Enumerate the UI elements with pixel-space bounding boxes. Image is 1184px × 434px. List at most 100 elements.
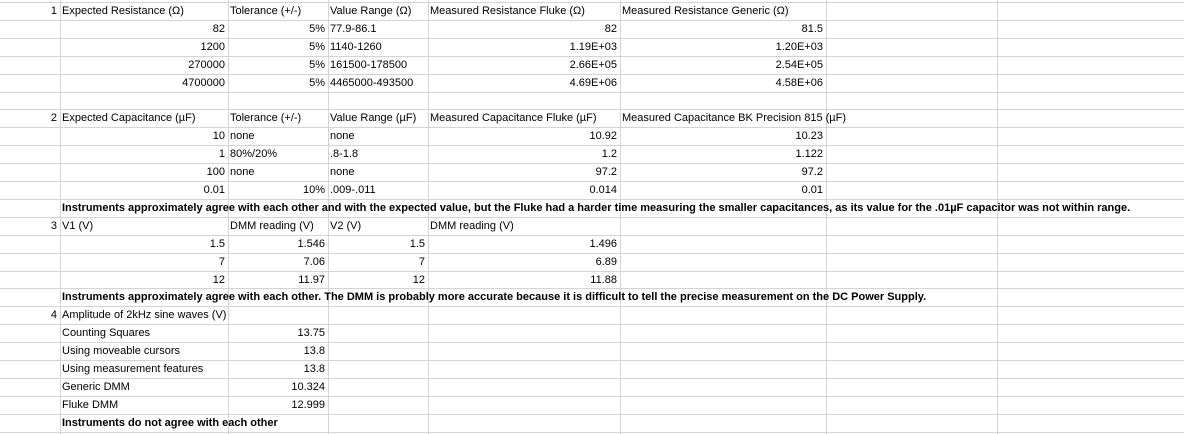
- sheet-cell[interactable]: Counting Squares: [62, 327, 151, 339]
- sheet-cell[interactable]: 5%: [309, 23, 325, 35]
- sheet-cell[interactable]: 82: [212, 23, 225, 35]
- grid-row-divider: [0, 360, 1184, 361]
- sheet-cell[interactable]: 1.5: [209, 238, 225, 250]
- sheet-cell[interactable]: V1 (V): [62, 220, 94, 232]
- sheet-cell[interactable]: Measured Capacitance Fluke (µF): [430, 112, 597, 124]
- grid-row-divider: [0, 235, 1184, 236]
- grid-row-divider: [0, 217, 1184, 218]
- grid-row-divider: [0, 127, 1184, 128]
- sheet-cell[interactable]: 10%: [302, 184, 325, 196]
- sheet-cell[interactable]: 1140-1260: [330, 41, 382, 53]
- sheet-cell[interactable]: 1.546: [297, 238, 325, 250]
- sheet-cell[interactable]: 11.88: [590, 274, 617, 286]
- sheet-cell[interactable]: 1.2: [601, 148, 617, 160]
- grid-row-divider: [0, 324, 1184, 325]
- sheet-cell[interactable]: Tolerance (+/-): [230, 5, 302, 17]
- sheet-cell[interactable]: 7: [218, 256, 225, 268]
- sheet-cell[interactable]: none: [230, 130, 255, 142]
- sheet-cell[interactable]: 97.2: [595, 166, 617, 178]
- sheet-cell[interactable]: 1.5: [409, 238, 425, 250]
- sheet-cell[interactable]: Tolerance (+/-): [230, 112, 302, 124]
- sheet-cell[interactable]: 4465000-493500: [330, 77, 414, 89]
- grid-row-divider: [0, 56, 1184, 57]
- sheet-cell[interactable]: 1: [218, 148, 225, 160]
- sheet-cell[interactable]: 270000: [188, 59, 225, 71]
- sheet-cell[interactable]: 13.75: [297, 327, 325, 339]
- grid-row-divider: [0, 20, 1184, 21]
- sheet-cell[interactable]: 10.92: [589, 130, 617, 142]
- row-number-cell[interactable]: 2: [50, 112, 57, 124]
- grid-row-divider: [0, 432, 1184, 433]
- sheet-cell[interactable]: none: [230, 166, 255, 178]
- sheet-cell[interactable]: none: [330, 166, 355, 178]
- sheet-cell[interactable]: 1.122: [795, 148, 823, 160]
- sheet-cell[interactable]: 0.01: [203, 184, 225, 196]
- sheet-cell[interactable]: 6.89: [595, 256, 617, 268]
- sheet-cell[interactable]: 10.324: [291, 381, 325, 393]
- sheet-cell[interactable]: DMM reading (V): [230, 220, 314, 232]
- sheet-cell[interactable]: 4700000: [182, 77, 225, 89]
- sheet-cell[interactable]: Measured Capacitance BK Precision 815 (µ…: [622, 112, 846, 124]
- sheet-cell[interactable]: 2.66E+05: [569, 59, 617, 71]
- sheet-cell[interactable]: 100: [206, 166, 225, 178]
- sheet-cell[interactable]: Expected Resistance (Ω): [62, 5, 184, 17]
- row-number-cell[interactable]: 4: [50, 309, 57, 321]
- sheet-cell[interactable]: 11.97: [298, 274, 325, 286]
- sheet-cell[interactable]: Value Range (Ω): [330, 5, 412, 17]
- sheet-cell[interactable]: 97.2: [801, 166, 823, 178]
- sheet-cell[interactable]: DMM reading (V): [430, 220, 514, 232]
- sheet-cell[interactable]: 12.999: [291, 399, 325, 411]
- sheet-cell[interactable]: 82: [604, 23, 617, 35]
- sheet-cell[interactable]: 7.06: [303, 256, 325, 268]
- sheet-cell[interactable]: .009-.011: [330, 184, 376, 196]
- sheet-cell[interactable]: Generic DMM: [62, 381, 130, 393]
- sheet-cell[interactable]: Amplitude of 2kHz sine waves (V): [62, 309, 227, 321]
- sheet-cell[interactable]: 5%: [309, 41, 325, 53]
- grid-row-divider: [0, 414, 1184, 415]
- sheet-cell[interactable]: Value Range (µF): [330, 112, 417, 124]
- sheet-cell[interactable]: 12: [412, 274, 425, 286]
- sheet-cell[interactable]: 13.8: [303, 363, 325, 375]
- sheet-cell[interactable]: 4.58E+06: [775, 77, 823, 89]
- sheet-cell[interactable]: Fluke DMM: [62, 399, 119, 411]
- sheet-cell[interactable]: V2 (V): [330, 220, 362, 232]
- sheet-cell[interactable]: .8-1.8: [330, 148, 359, 160]
- row-number-cell[interactable]: 1: [50, 5, 57, 17]
- sheet-cell[interactable]: 5%: [309, 77, 325, 89]
- sheet-cell[interactable]: Instruments approximately agree with eac…: [62, 291, 927, 303]
- sheet-cell[interactable]: 80%/20%: [230, 148, 278, 160]
- sheet-cell[interactable]: Measured Resistance Generic (Ω): [622, 5, 789, 17]
- sheet-cell[interactable]: Using moveable cursors: [62, 345, 180, 357]
- sheet-cell[interactable]: Instruments do not agree with each other: [62, 417, 278, 429]
- sheet-cell[interactable]: 12: [212, 274, 225, 286]
- sheet-cell[interactable]: Measured Resistance Fluke (Ω): [430, 5, 585, 17]
- grid-row-divider: [0, 109, 1184, 110]
- sheet-cell[interactable]: 10.23: [795, 130, 823, 142]
- sheet-cell[interactable]: none: [330, 130, 355, 142]
- sheet-cell[interactable]: 13.8: [303, 345, 325, 357]
- sheet-cell[interactable]: 0.01: [801, 184, 823, 196]
- sheet-cell[interactable]: 161500-178500: [330, 59, 408, 71]
- sheet-cell[interactable]: 77.9-86.1: [330, 23, 377, 35]
- sheet-cell[interactable]: 1.496: [589, 238, 617, 250]
- sheet-cell[interactable]: 7: [418, 256, 425, 268]
- grid-row-divider: [0, 92, 1184, 93]
- sheet-cell[interactable]: 1200: [200, 41, 225, 53]
- grid-row-divider: [0, 253, 1184, 254]
- sheet-cell[interactable]: Expected Capacitance (µF): [62, 112, 196, 124]
- sheet-cell[interactable]: 0.014: [589, 184, 617, 196]
- sheet-cell[interactable]: 5%: [309, 59, 325, 71]
- sheet-cell[interactable]: 10: [212, 130, 225, 142]
- grid-row-divider: [0, 306, 1184, 307]
- sheet-cell[interactable]: 81.5: [801, 23, 823, 35]
- sheet-cell[interactable]: 4.69E+06: [569, 77, 617, 89]
- row-number-cell[interactable]: 3: [50, 220, 57, 232]
- sheet-cell[interactable]: Using measurement features: [62, 363, 204, 375]
- sheet-cell[interactable]: Instruments approximately agree with eac…: [62, 202, 1131, 214]
- grid-row-divider: [0, 378, 1184, 379]
- sheet-cell[interactable]: 1.19E+03: [569, 41, 617, 53]
- sheet-cell[interactable]: 1.20E+03: [775, 41, 823, 53]
- grid-row-divider: [0, 38, 1184, 39]
- sheet-cell[interactable]: 2.54E+05: [775, 59, 823, 71]
